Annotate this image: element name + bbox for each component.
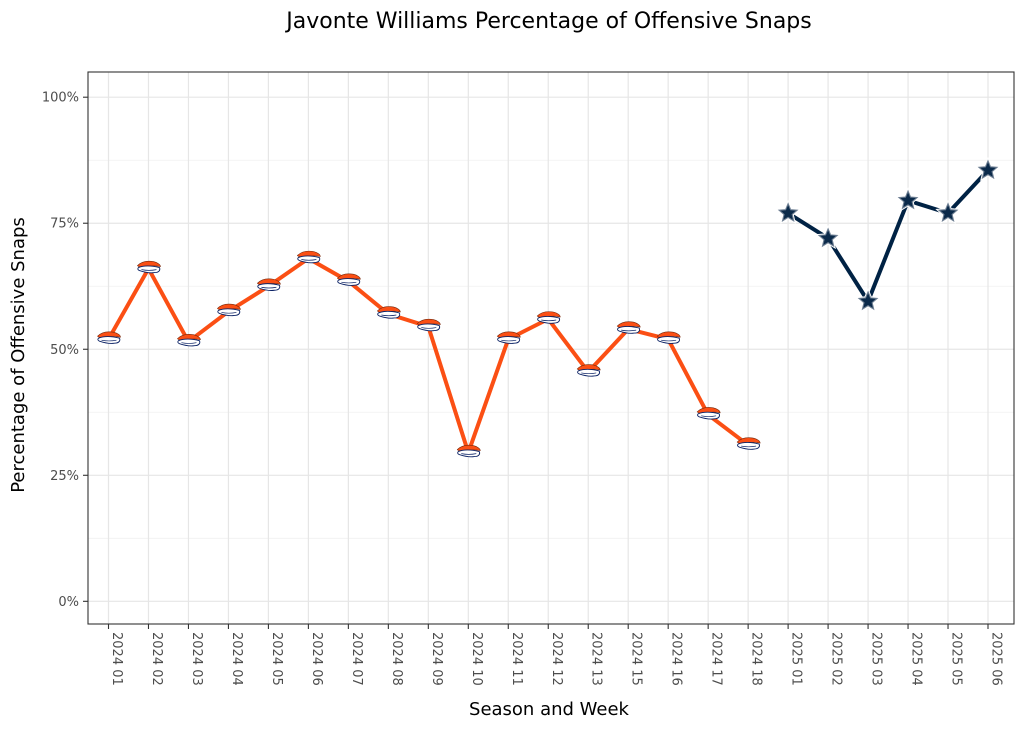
broncos-logo-marker — [537, 312, 560, 324]
broncos-head — [578, 369, 600, 376]
broncos-head — [698, 412, 720, 419]
cowboys-star-marker — [819, 229, 837, 246]
x-tick-label: 2024 16 — [669, 632, 684, 686]
x-tick-label: 2024 02 — [149, 632, 164, 686]
chart-title: Javonte Williams Percentage of Offensive… — [284, 9, 811, 34]
broncos-logo-marker — [98, 332, 121, 344]
broncos-head — [338, 279, 360, 286]
x-tick-label: 2025 05 — [949, 632, 964, 686]
broncos-logo-marker — [297, 251, 320, 263]
x-tick-label: 2025 02 — [829, 632, 844, 686]
series-dallas-cowboys — [779, 161, 997, 309]
x-tick-label: 2024 15 — [629, 632, 644, 686]
broncos-logo-marker — [497, 332, 520, 344]
y-tick-label: 25% — [50, 469, 79, 484]
broncos-head — [418, 324, 440, 331]
broncos-logo-marker — [617, 322, 640, 334]
x-tick-label: 2024 04 — [229, 632, 244, 686]
x-tick-label: 2024 09 — [429, 632, 444, 686]
cowboys-star-marker — [779, 204, 797, 221]
y-tick-label: 100% — [42, 91, 79, 106]
y-tick-label: 75% — [50, 217, 79, 232]
broncos-head — [138, 266, 160, 273]
chart-svg: Javonte Williams Percentage of Offensive… — [0, 0, 1024, 731]
x-tick-label: 2024 01 — [109, 632, 124, 686]
broncos-logo-marker — [697, 407, 720, 419]
axis-layer: 0% 25% 50% 75% 100% 2024 01 2024 02 2024 03 2024… — [42, 91, 1004, 686]
broncos-logo-marker — [417, 319, 440, 331]
broncos-logo-marker — [657, 332, 680, 344]
cowboys-star-marker — [979, 161, 997, 178]
x-tick-label: 2025 01 — [789, 632, 804, 686]
x-tick-label: 2025 03 — [869, 632, 884, 686]
y-tick-label: 0% — [58, 595, 79, 610]
broncos-head — [378, 311, 400, 318]
x-tick-label: 2024 10 — [469, 632, 484, 686]
broncos-head — [737, 443, 759, 450]
broncos-logo-marker — [217, 304, 240, 316]
y-axis-title: Percentage of Offensive Snaps — [8, 217, 29, 493]
broncos-logo-marker — [457, 445, 480, 457]
y-tick-label: 50% — [50, 343, 79, 358]
x-tick-label: 2024 07 — [349, 632, 364, 686]
broncos-logo-marker — [577, 365, 600, 377]
broncos-logo-marker — [337, 274, 360, 286]
broncos-logo-marker — [177, 334, 200, 346]
broncos-logo-marker — [737, 438, 760, 450]
cowboys-star-marker — [899, 191, 917, 208]
x-tick-label: 2024 03 — [189, 632, 204, 686]
grid-layer — [88, 72, 1014, 624]
broncos-head — [98, 337, 120, 344]
broncos-head — [498, 337, 520, 344]
broncos-head — [458, 450, 480, 457]
x-tick-label: 2024 12 — [549, 632, 564, 686]
x-tick-label: 2024 08 — [389, 632, 404, 686]
x-tick-label: 2024 13 — [589, 632, 604, 686]
x-tick-label: 2025 06 — [989, 632, 1004, 686]
x-tick-label: 2024 06 — [309, 632, 324, 686]
plot-panel — [88, 72, 1014, 624]
broncos-logo-marker — [137, 261, 160, 273]
broncos-head — [658, 337, 680, 344]
x-tick-label: 2024 05 — [269, 632, 284, 686]
chart: Javonte Williams Percentage of Offensive… — [0, 0, 1024, 731]
x-axis-title: Season and Week — [469, 699, 630, 720]
broncos-logo-marker — [257, 279, 280, 291]
broncos-logo-marker — [377, 307, 400, 319]
x-tick-label: 2024 17 — [709, 632, 724, 686]
broncos-head — [618, 327, 640, 334]
broncos-head — [178, 339, 200, 346]
x-tick-label: 2025 04 — [909, 632, 924, 686]
x-tick-label: 2024 11 — [509, 632, 524, 686]
x-tick-label: 2024 18 — [749, 632, 764, 686]
